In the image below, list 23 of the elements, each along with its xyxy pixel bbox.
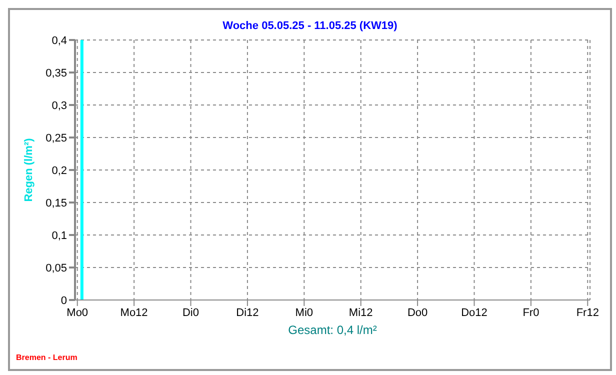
- chart-title: Woche 05.05.25 - 11.05.25 (KW19): [222, 20, 398, 32]
- x-tick-label: Mo12: [120, 306, 148, 319]
- y-tick-label: 0,05: [46, 262, 67, 274]
- x-tick-label: Di0: [182, 306, 200, 319]
- x-tick-label: Di12: [236, 306, 259, 319]
- x-tick-label: Fr12: [576, 306, 599, 319]
- x-axis-title: Gesamt: 0,4 l/m²: [288, 323, 377, 337]
- x-tick-label: Mo0: [66, 306, 88, 319]
- x-tick-label: Mi12: [348, 306, 373, 319]
- y-tick-label: 0,25: [46, 132, 67, 144]
- y-tick-label: 0: [60, 294, 67, 307]
- y-tick-label: 0,3: [52, 100, 67, 112]
- x-tick-label: Fr0: [522, 306, 540, 319]
- y-tick-label: 0,1: [52, 230, 67, 242]
- x-tick-label: Do12: [461, 306, 488, 319]
- y-tick-label: 0,4: [52, 34, 67, 47]
- x-tick-label: Mi0: [295, 306, 314, 319]
- x-tick-label: Do0: [407, 306, 428, 319]
- y-tick-label: 0,15: [46, 197, 67, 210]
- y-tick-label: 0,35: [46, 67, 67, 80]
- text: Bremen - Lerum: [16, 353, 78, 362]
- y-tick-label: 0,2: [52, 164, 67, 177]
- y-axis-title: Regen (l/m²): [22, 138, 35, 202]
